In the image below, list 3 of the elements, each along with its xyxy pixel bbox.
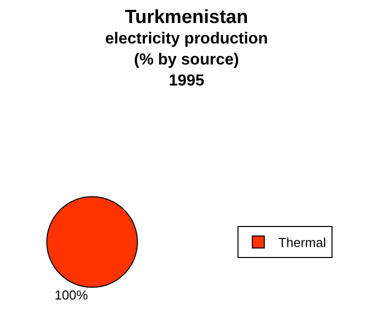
- legend-label: Thermal: [278, 235, 326, 250]
- chart-title: Turkmenistan electricity production (% by source) 1995: [105, 6, 268, 90]
- data-label: 100%: [54, 287, 88, 302]
